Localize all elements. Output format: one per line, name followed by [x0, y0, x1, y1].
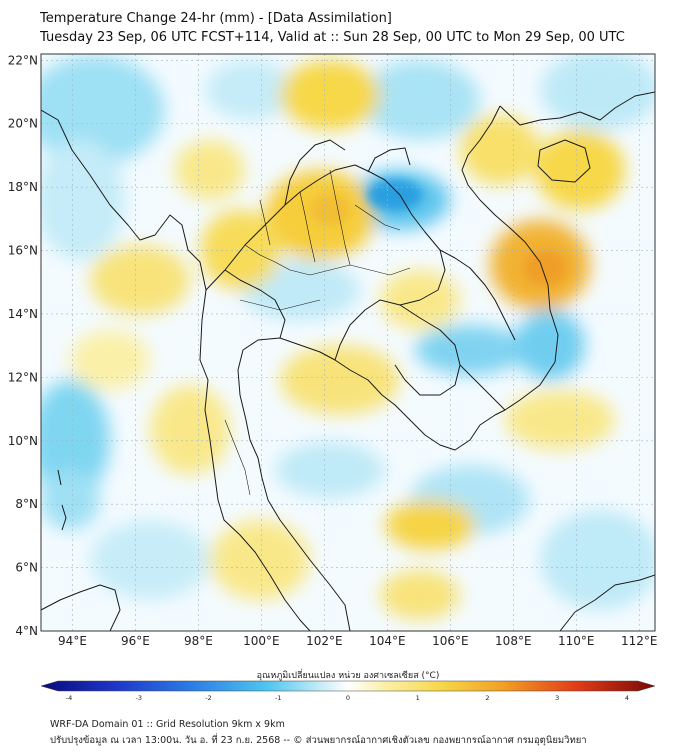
longitude-labels: 94°E 96°E 98°E 100°E 102°E 104°E 106°E 108°E 110… [58, 634, 657, 648]
coastlines-borders [41, 91, 655, 631]
map-title: Temperature Change 24-hr (mm) - [Data As… [40, 11, 392, 26]
map-frame [40, 53, 656, 632]
lat-label: 10°N [8, 434, 38, 448]
graticule [41, 54, 655, 631]
lon-label: 100°E [243, 634, 280, 648]
colorbar-tick-label: 2 [485, 694, 489, 702]
lat-label: 22°N [8, 53, 38, 67]
temperature-field [41, 54, 655, 631]
footer-credit: ปรับปรุงข้อมูล ณ เวลา 13:00น. วัน อ. ที่… [50, 735, 587, 746]
colorbar-ramp [40, 680, 656, 692]
colorbar-tick-label: -2 [205, 694, 211, 702]
lon-label: 98°E [184, 634, 213, 648]
lat-label: 12°N [8, 370, 38, 384]
colorbar-ticks: -4 -3 -2 -1 0 1 2 3 4 [66, 694, 629, 702]
colorbar-tick-label: 4 [625, 694, 629, 702]
lon-label: 102°E [306, 634, 343, 648]
lon-label: 106°E [432, 634, 469, 648]
lon-label: 112°E [621, 634, 658, 648]
colorbar-tick-label: 1 [416, 694, 420, 702]
lon-label: 94°E [58, 634, 87, 648]
colorbar-tick-label: 0 [346, 694, 350, 702]
colorbar-title: อุณหภูมิเปลี่ยนแปลง หน่วย องศาเซลเซียส (… [257, 668, 440, 681]
colorbar-tick-label: -1 [275, 694, 281, 702]
lon-label: 104°E [369, 634, 406, 648]
lat-label: 8°N [15, 497, 38, 511]
lat-label: 20°N [8, 117, 38, 131]
lon-label: 96°E [121, 634, 150, 648]
latitude-labels: 22°N 20°N 18°N 16°N 14°N 12°N 10°N 8°N 6°N 4°N [8, 53, 38, 638]
colorbar: อุณหภูมิเปลี่ยนแปลง หน่วย องศาเซลเซียส (… [40, 668, 656, 702]
lat-label: 6°N [15, 561, 38, 575]
lat-label: 4°N [15, 624, 38, 638]
field-cores [310, 179, 567, 286]
lon-label: 110°E [558, 634, 595, 648]
colorbar-tick-label: -4 [66, 694, 72, 702]
map-figure: 22°N 20°N 18°N 16°N 14°N 12°N 10°N 8°N 6°N 4°N 94… [8, 53, 658, 702]
footer-model-info: WRF-DA Domain 01 :: Grid Resolution 9km … [50, 719, 285, 730]
colorbar-tick-label: 3 [555, 694, 559, 702]
lat-label: 18°N [8, 180, 38, 194]
lon-label: 108°E [495, 634, 532, 648]
map-subtitle: Tuesday 23 Sep, 06 UTC FCST+114, Valid a… [40, 30, 625, 45]
lat-label: 16°N [8, 244, 38, 258]
field-blobs [41, 54, 655, 620]
colorbar-tick-label: -3 [136, 694, 142, 702]
lat-label: 14°N [8, 307, 38, 321]
